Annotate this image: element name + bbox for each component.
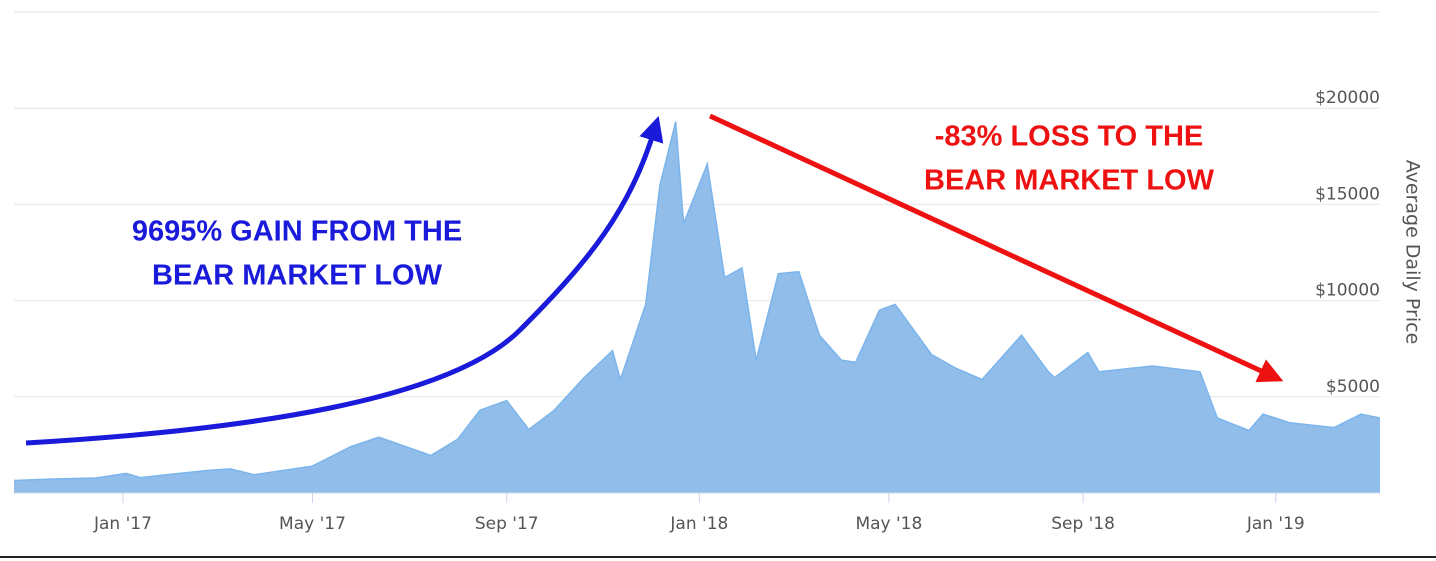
annotation-line: 9695% GAIN FROM THE [132, 216, 462, 248]
x-tick-label: Sep '18 [1051, 514, 1115, 534]
area [14, 121, 1380, 493]
x-tick-label: May '18 [855, 514, 922, 534]
annotation-line: -83% LOSS TO THE [935, 121, 1204, 153]
gain-arrow [25, 116, 664, 446]
annotation-line: BEAR MARKET LOW [152, 260, 443, 292]
y-tick-label: $10000 [1315, 281, 1380, 301]
x-tick-label: May '17 [279, 514, 346, 534]
area-line [13, 121, 1381, 482]
y-tick-label: $20000 [1315, 88, 1380, 108]
plot [13, 121, 1381, 494]
x-tick-label: Jan '18 [669, 514, 728, 534]
x-tick-label: Jan '19 [1246, 514, 1305, 534]
y-axis-label: Average Daily Price [1402, 160, 1424, 345]
annotation-line: BEAR MARKET LOW [924, 165, 1215, 197]
y-tick-label: $15000 [1315, 184, 1380, 204]
annotations: 9695% GAIN FROM THE BEAR MARKET LOW -83% L… [132, 121, 1215, 292]
x-tick-label: Jan '17 [93, 514, 152, 534]
x-tick-label: Sep '17 [475, 514, 539, 534]
y-tick-label: $5000 [1326, 377, 1380, 397]
loss-arrow [708, 113, 1284, 383]
